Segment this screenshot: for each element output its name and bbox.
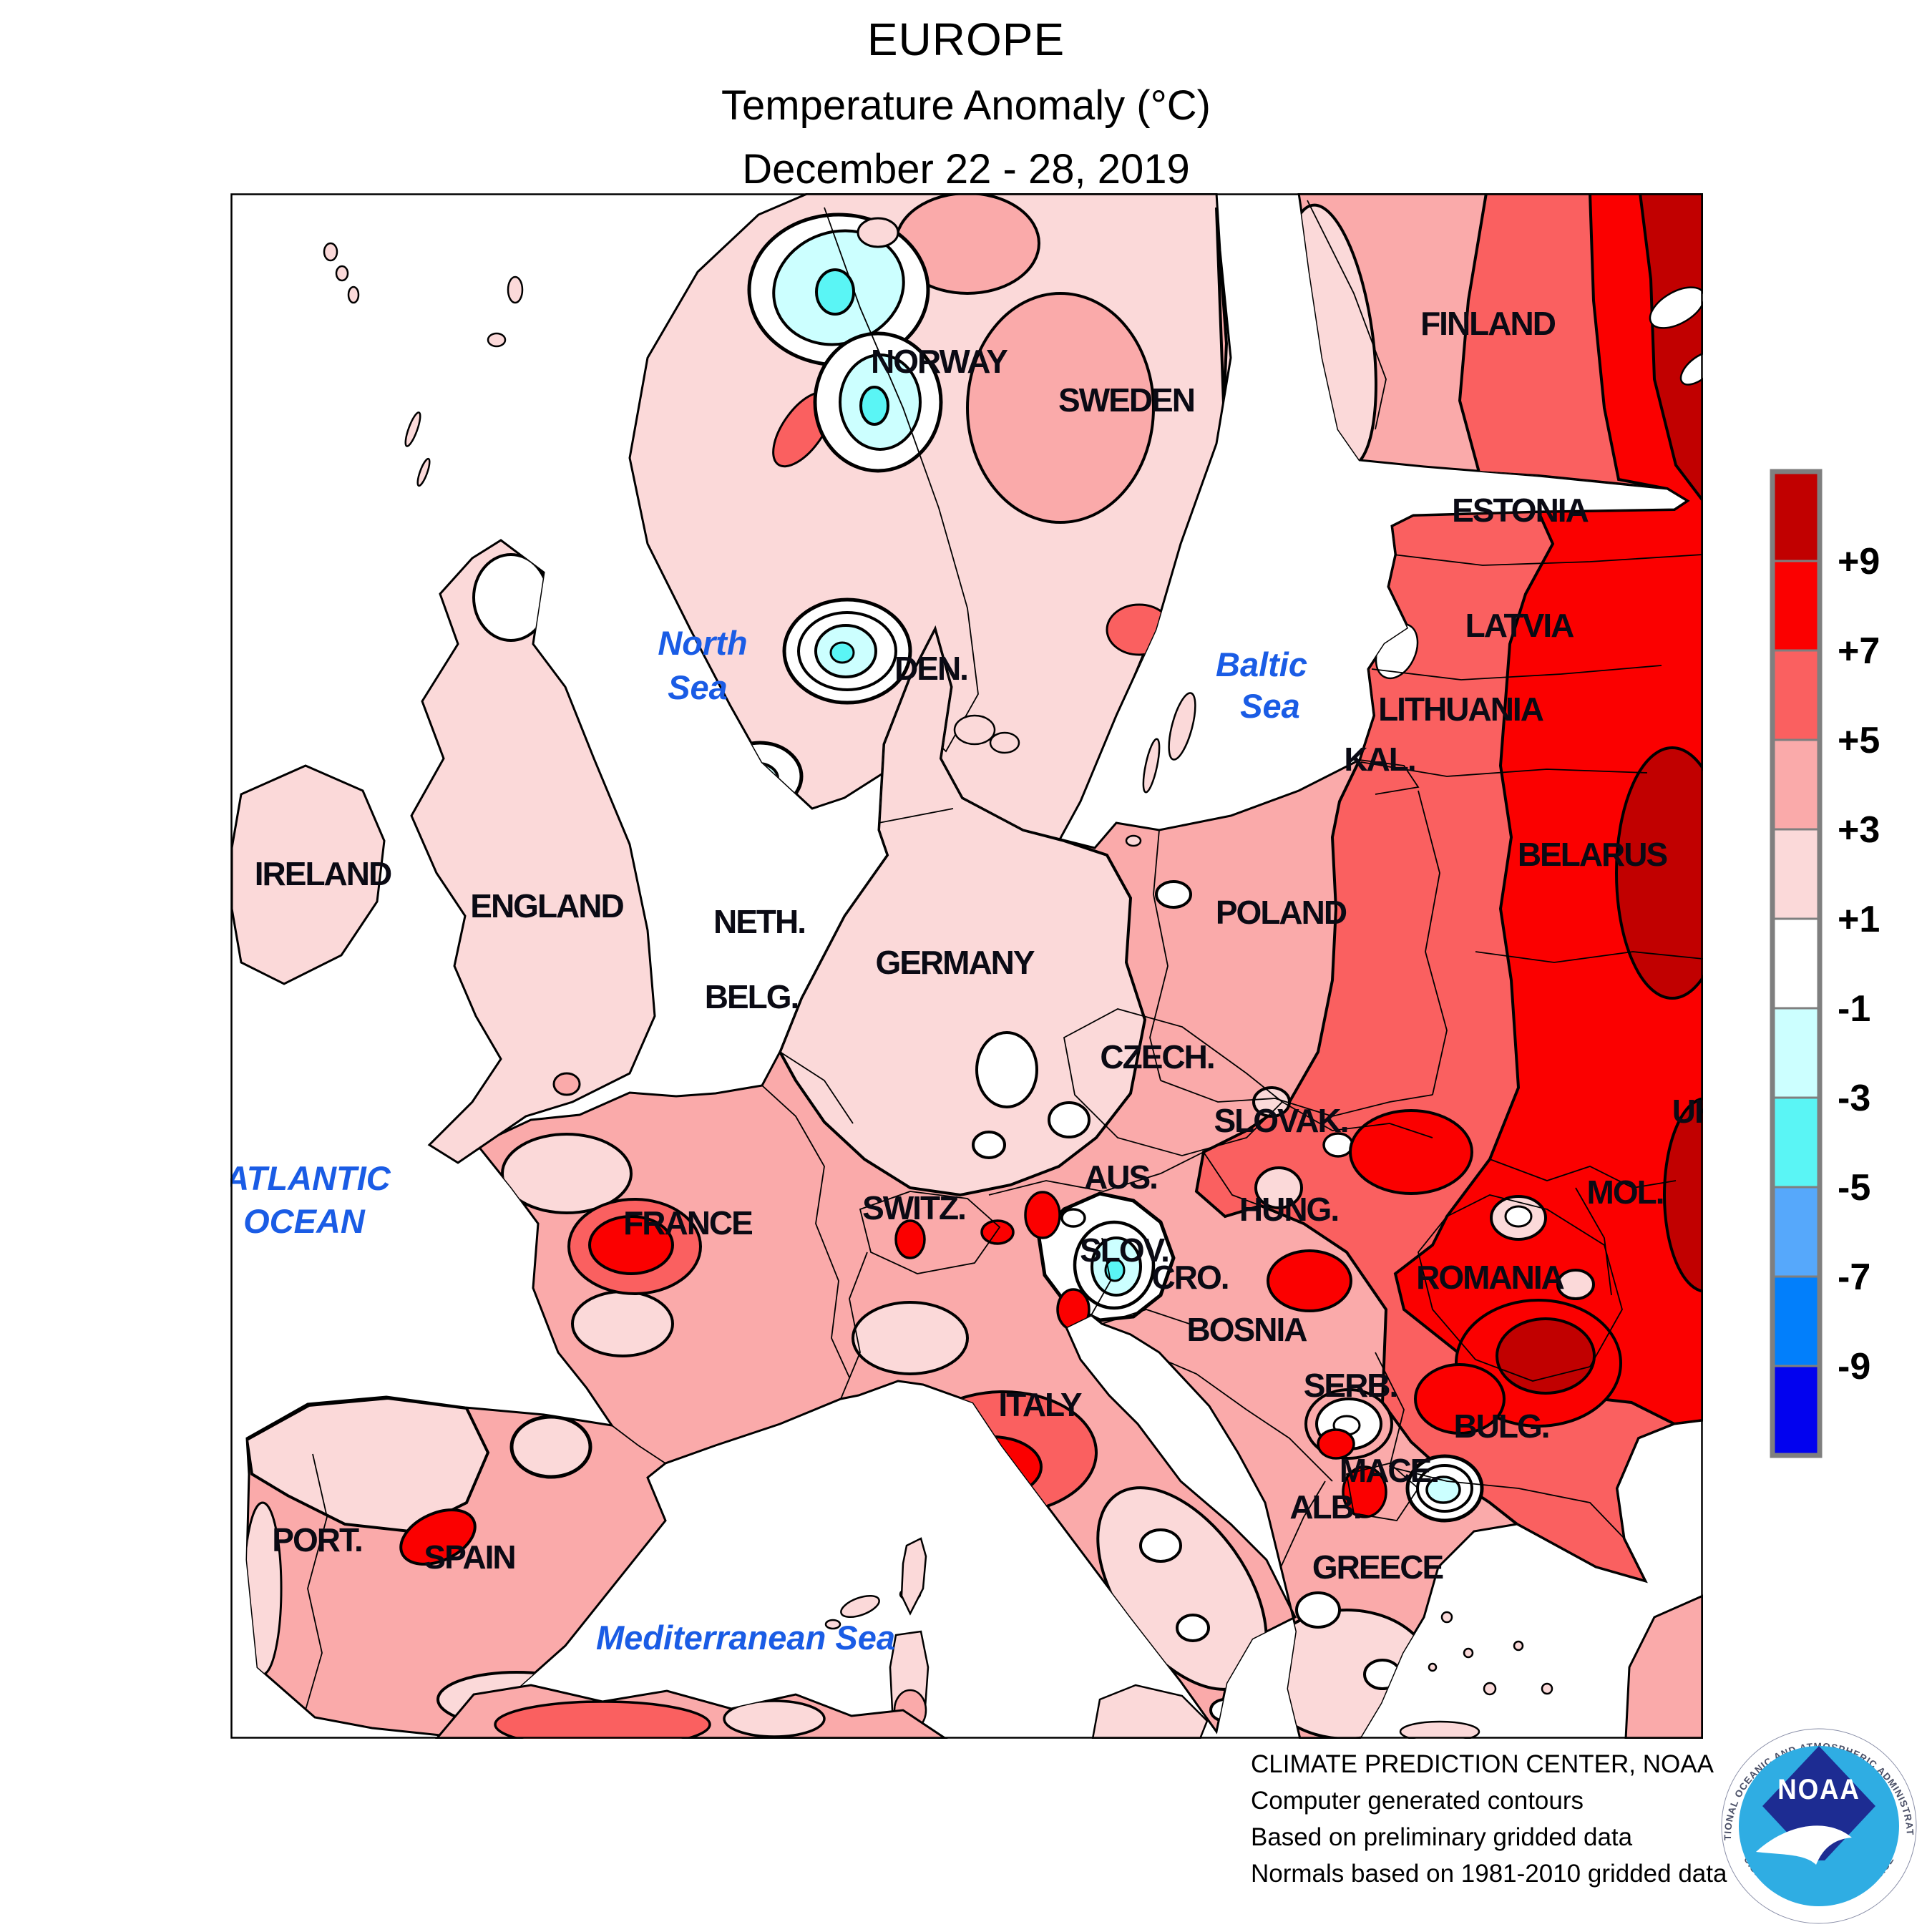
credit-line-1: CLIMATE PREDICTION CENTER, NOAA xyxy=(1251,1750,1714,1778)
legend-tick-label: +7 xyxy=(1838,630,1880,672)
country-label-spain: SPAIN xyxy=(424,1538,514,1576)
country-label-switz: SWITZ. xyxy=(862,1189,965,1226)
credits-block: CLIMATE PREDICTION CENTER, NOAA Computer… xyxy=(1251,1746,1727,1892)
small-islands xyxy=(323,242,1553,1743)
sea-label: OCEAN xyxy=(243,1202,366,1240)
legend-color-box xyxy=(1771,1186,1821,1278)
country-label-slov: SLOV. xyxy=(1080,1231,1169,1269)
legend-color-box xyxy=(1771,560,1821,652)
legend-tick-label: -5 xyxy=(1838,1167,1870,1209)
legend-color-box xyxy=(1771,828,1821,920)
legend-color-box xyxy=(1771,917,1821,1010)
credit-line-4: Normals based on 1981-2010 gridded data xyxy=(1251,1860,1727,1888)
sea-labels: North Sea Baltic Sea ATLANTIC OCEAN Mediterran… xyxy=(224,624,1307,1657)
country-label-aus: AUS. xyxy=(1084,1158,1157,1196)
legend-tick-label: +1 xyxy=(1838,899,1880,940)
country-label-belarus: BELARUS xyxy=(1518,836,1667,873)
country-label-ireland: IRELAND xyxy=(255,855,391,892)
country-label-germany: GERMANY xyxy=(875,944,1034,981)
country-label-italy: ITALY xyxy=(998,1386,1082,1423)
legend-tick-label: +5 xyxy=(1838,720,1880,761)
country-borders xyxy=(303,200,1703,1718)
legend-tick-label: -3 xyxy=(1838,1078,1870,1119)
noaa-logo: NATIONAL OCEANIC AND ATMOSPHERIC ADMINIS… xyxy=(1719,1726,1919,1926)
sea-label: ATLANTIC xyxy=(230,1159,391,1197)
legend-color-box xyxy=(1771,1007,1821,1099)
country-label-belg: BELG. xyxy=(705,978,799,1015)
country-label-latvia: LATVIA xyxy=(1465,607,1574,644)
country-label-finland: FINLAND xyxy=(1420,305,1556,342)
country-label-england: ENGLAND xyxy=(470,887,623,924)
country-label-greece: GREECE xyxy=(1312,1548,1443,1586)
country-label-kal: KAL. xyxy=(1344,741,1415,778)
legend-tick-label: -1 xyxy=(1838,988,1870,1030)
sea-label: North xyxy=(658,624,747,662)
country-label-den: DEN. xyxy=(894,650,967,687)
legend-tick-label: -7 xyxy=(1838,1257,1870,1298)
country-label-cro: CRO. xyxy=(1152,1259,1229,1296)
credit-line-3: Based on preliminary gridded data xyxy=(1251,1823,1633,1851)
country-label-lithuania: LITHUANIA xyxy=(1378,691,1543,728)
country-label-neth: NETH. xyxy=(713,903,805,940)
sea-label: Sea xyxy=(1240,687,1300,725)
legend-border xyxy=(1770,469,1823,1458)
legend-tick-label: +3 xyxy=(1838,809,1880,851)
sea-label: Baltic xyxy=(1216,645,1307,683)
legend-color-box xyxy=(1771,1365,1821,1457)
mainland-europe-landmass xyxy=(245,192,1704,1740)
country-labels: FINLAND NORWAY SWEDEN ESTONIA LATVIA LITHUANI… xyxy=(255,305,1719,1586)
legend-tick-label: -9 xyxy=(1838,1346,1870,1387)
page-date-range: December 22 - 28, 2019 xyxy=(742,146,1190,192)
legend-color-box xyxy=(1771,1096,1821,1189)
country-label-hung: HUNG. xyxy=(1239,1191,1338,1228)
legend-tick-label: +9 xyxy=(1838,541,1880,582)
country-label-estonia: ESTONIA xyxy=(1452,492,1588,529)
europe-anomaly-map: North Sea Baltic Sea ATLANTIC OCEAN Mediterran… xyxy=(224,192,1719,1743)
country-label-bosnia: BOSNIA xyxy=(1187,1311,1307,1348)
legend-color-box xyxy=(1771,738,1821,831)
title-block: EUROPE Temperature Anomaly (°C) December… xyxy=(0,0,1932,193)
page-subtitle: Temperature Anomaly (°C) xyxy=(721,82,1211,129)
sea-label: Sea xyxy=(668,668,728,706)
country-label-serb: SERB. xyxy=(1304,1367,1397,1404)
country-label-mace: MACE. xyxy=(1340,1452,1438,1489)
sea-label: Mediterranean Sea xyxy=(596,1619,895,1657)
page-title: EUROPE xyxy=(867,14,1065,65)
credit-line-2: Computer generated contours xyxy=(1251,1787,1584,1815)
logo-acronym: NOAA xyxy=(1777,1774,1860,1806)
legend-canvas: +9 +7 +5 +3 +1 -1 -3 -5 -7 -9 xyxy=(1770,469,1880,1458)
country-label-france: FRANCE xyxy=(623,1204,752,1241)
country-label-poland: POLAND xyxy=(1216,894,1347,931)
noaa-logo-canvas: NATIONAL OCEANIC AND ATMOSPHERIC ADMINIS… xyxy=(1721,1728,1917,1924)
map-frame xyxy=(230,193,1703,1739)
country-label-slovak: SLOVAK. xyxy=(1214,1102,1347,1139)
map-canvas: North Sea Baltic Sea ATLANTIC OCEAN Mediterran… xyxy=(224,192,1719,1743)
great-britain xyxy=(410,539,656,1164)
country-label-czech: CZECH. xyxy=(1100,1038,1214,1075)
country-label-uk: UK xyxy=(1672,1093,1703,1130)
legend-color-box xyxy=(1771,649,1821,741)
legend-color-box xyxy=(1771,1275,1821,1367)
country-label-romania: ROMANIA xyxy=(1416,1259,1564,1296)
country-label-mol: MOL. xyxy=(1587,1174,1664,1211)
legend-color-box xyxy=(1771,470,1821,562)
country-label-port: PORT. xyxy=(272,1521,361,1558)
country-label-norway: NORWAY xyxy=(871,343,1008,380)
country-label-sweden: SWEDEN xyxy=(1058,381,1194,419)
north-africa xyxy=(434,1684,950,1740)
country-label-bulg: BULG. xyxy=(1453,1407,1548,1445)
anomaly-legend: +9 +7 +5 +3 +1 -1 -3 -5 -7 -9 xyxy=(1767,467,1932,1483)
logo-seagull-icon xyxy=(1756,1825,1852,1865)
country-label-alb: ALB. xyxy=(1289,1488,1360,1526)
